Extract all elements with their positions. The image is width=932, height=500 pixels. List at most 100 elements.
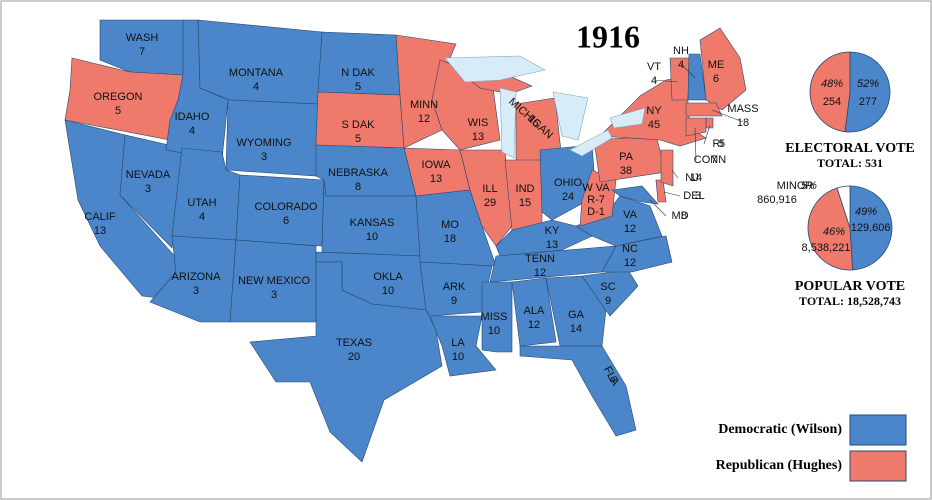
- state-votes: D-1: [587, 206, 605, 218]
- state-label: WYOMING 3: [237, 137, 292, 163]
- pie-percent: 49%: [855, 206, 877, 218]
- state-votes: 10: [382, 285, 394, 297]
- state-label: UTAH 4: [187, 197, 216, 223]
- state-name: WASH: [126, 32, 159, 44]
- state: [685, 117, 707, 137]
- state-votes: 3: [193, 285, 199, 297]
- state-label: MASS 18: [727, 103, 758, 129]
- state: [419, 261, 493, 317]
- state-name: NEW MEXICO: [238, 275, 311, 287]
- state-votes: 7: [711, 154, 717, 166]
- pie-votes: 9,129,606: [842, 222, 891, 234]
- state-name: OREGON: [94, 91, 143, 103]
- state-votes: 10: [452, 351, 464, 363]
- state-name: RI: [713, 138, 724, 150]
- state-votes: 29: [484, 197, 496, 209]
- state-label: VT 4: [647, 61, 661, 87]
- state-label: TENN 12: [525, 253, 555, 279]
- state-votes: 12: [624, 223, 636, 235]
- pie-slice: [807, 187, 854, 271]
- state-label: LA 10: [451, 337, 465, 363]
- map-title: 1916: [576, 18, 640, 54]
- state-votes: 5: [719, 138, 725, 150]
- state-name: CALIF: [84, 211, 115, 223]
- state-name: ALA: [524, 305, 545, 317]
- state-label: PA 38: [619, 151, 634, 177]
- state-votes: 12: [624, 257, 636, 269]
- state-votes: 13: [472, 131, 484, 143]
- legend-label: Republican (Hughes): [716, 458, 843, 473]
- pie-slice: [836, 185, 851, 229]
- state-votes: 12: [528, 319, 540, 331]
- state: [611, 185, 659, 205]
- state-label: OREGON 5: [94, 91, 143, 117]
- lake: [552, 91, 589, 141]
- state-name: NEBRASKA: [328, 167, 389, 179]
- pie-votes: 254: [823, 96, 841, 108]
- leader-line: [703, 124, 711, 145]
- state-name: IND: [516, 183, 535, 195]
- state-name: CONN: [694, 154, 726, 166]
- state-votes: 13: [430, 173, 442, 185]
- pie-title: POPULAR VOTE: [795, 279, 905, 294]
- state: [699, 27, 747, 111]
- state-label: MD8: [671, 210, 688, 222]
- state-label: ALA 12: [524, 305, 545, 331]
- state-label: RI5: [713, 138, 726, 150]
- state-label: WASH 7: [126, 32, 159, 58]
- state-votes: 4: [189, 125, 195, 137]
- state: [601, 235, 673, 273]
- state-name: COLORADO: [255, 201, 318, 213]
- state: [197, 19, 323, 105]
- state: [225, 99, 319, 177]
- state-name: VA: [623, 209, 638, 221]
- state-label: MINN 12: [410, 99, 438, 125]
- pie-slice: [809, 51, 851, 133]
- state: [119, 134, 183, 249]
- state-name: GA: [568, 309, 585, 321]
- state-votes: 12: [534, 267, 546, 279]
- legend: Democratic (Wilson) Republican (Hughes): [716, 414, 907, 482]
- state-votes: 3: [695, 190, 701, 202]
- state-label: NEBRASKA 8: [328, 167, 389, 193]
- state: [519, 345, 637, 437]
- state-name: KANSAS: [350, 217, 395, 229]
- pie-percent: 5%: [801, 180, 817, 192]
- state-label: SC 9: [600, 281, 615, 307]
- state-votes: 10: [366, 231, 378, 243]
- state-votes: 3: [261, 151, 267, 163]
- state-votes: 5: [355, 133, 361, 145]
- state-label: ARIZONA 3: [172, 271, 222, 297]
- state-name: MASS: [727, 103, 758, 115]
- state-label: ME 6: [708, 59, 725, 85]
- leader-line: [680, 63, 696, 79]
- state-label: TEXAS 20: [336, 337, 372, 363]
- state-name: UTAH: [187, 197, 216, 209]
- leader-line: [694, 127, 697, 161]
- leader-line: [711, 109, 744, 123]
- state-votes: 6: [606, 374, 619, 385]
- leader-line: [653, 79, 679, 83]
- state-label: MISS 10: [481, 311, 508, 337]
- state-votes: 6: [283, 215, 289, 227]
- state-label: N DAK 5: [341, 67, 375, 93]
- state-name: MISS: [481, 311, 508, 323]
- pie-slice-name: MINOR: [777, 180, 814, 192]
- lake: [499, 87, 517, 159]
- state-name: MO: [441, 219, 459, 231]
- state-votes: 4: [253, 81, 259, 93]
- state-name: LA: [451, 337, 465, 349]
- state-votes: 14: [570, 323, 582, 335]
- state-label: NEW MEXICO 3: [238, 275, 311, 301]
- state-name: ME: [708, 59, 725, 71]
- pie-votes: 860,916: [757, 194, 797, 206]
- pie-slice: [849, 185, 893, 271]
- legend-swatch: [849, 414, 907, 446]
- state-name: ARIZONA: [172, 271, 222, 283]
- state-label: COLORADO 6: [255, 201, 318, 227]
- state-name: ILL: [482, 183, 497, 195]
- pie-votes: 8,538,221: [802, 242, 851, 254]
- state-votes: 4: [678, 59, 684, 71]
